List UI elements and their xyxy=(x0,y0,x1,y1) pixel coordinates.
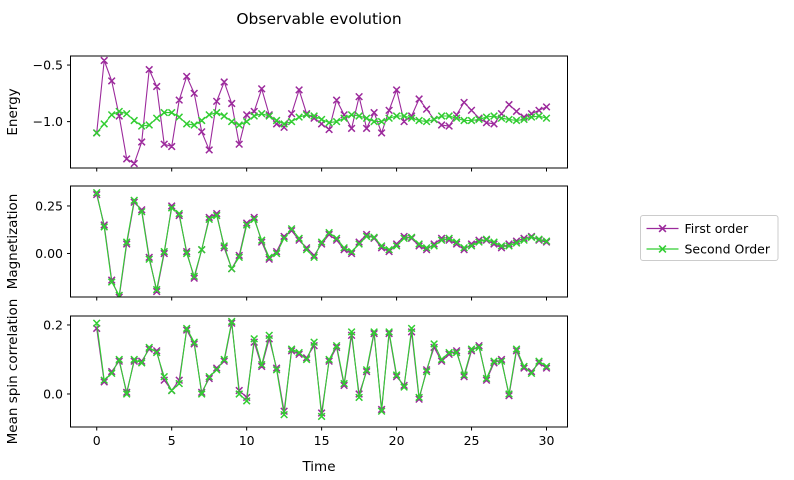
series-first-order xyxy=(92,190,551,297)
axes-frame xyxy=(70,55,568,169)
series-x-markers-first-order xyxy=(92,56,551,168)
x-tick-label: 30 xyxy=(539,433,555,448)
axes-frame xyxy=(70,185,568,298)
y-tick-label: −0.5 xyxy=(33,57,63,72)
y-ticks: −0.5 −1.0 xyxy=(33,57,71,129)
series-line-first-order xyxy=(96,194,547,297)
x-tick-label: 10 xyxy=(239,433,255,448)
series-line-first-order xyxy=(96,323,547,414)
series-second-order xyxy=(92,317,551,421)
legend-x-marker-second-order xyxy=(658,245,667,253)
series-x-markers-second-order xyxy=(92,188,551,297)
x-axis-label: Time xyxy=(301,459,335,475)
y-axis-label-mean-spin-correlation: Mean spin correlation xyxy=(5,299,21,445)
subplot-energy: −0.5 −1.0 xyxy=(33,55,568,172)
x-tick-label: 15 xyxy=(314,433,330,448)
series-line-second-order xyxy=(96,321,547,417)
legend-label-second-order: Second Order xyxy=(685,241,771,256)
y-tick-label: 0.0 xyxy=(43,386,63,401)
series-second-order xyxy=(92,188,551,297)
axes-frame xyxy=(70,315,568,428)
subplot-magnetization: 0.25 0.00 xyxy=(35,185,568,301)
x-tick-label: 20 xyxy=(389,433,405,448)
series-x-markers-first-order xyxy=(92,190,551,297)
y-tick-label: 0.2 xyxy=(43,317,63,332)
y-tick-label: −1.0 xyxy=(33,114,63,129)
legend-x-marker-first-order xyxy=(658,224,667,233)
series-line-second-order xyxy=(96,110,547,134)
legend-entry-second-order: Second Order xyxy=(646,241,771,256)
y-tick-label: 0.00 xyxy=(35,246,63,261)
x-ticks xyxy=(96,168,548,172)
legend: First order Second Order xyxy=(640,215,779,261)
x-ticks xyxy=(96,297,548,301)
x-tick-label: 0 xyxy=(93,433,101,448)
series-first-order xyxy=(92,56,551,168)
series-second-order xyxy=(92,107,551,137)
axes-layer: −0.5 −1.0 0.25 0.00 0 5 10 15 20 25 30 0.2 0.0 xyxy=(33,55,568,448)
y-ticks: 0.2 0.0 xyxy=(43,317,71,401)
chart-title: Observable evolution xyxy=(236,10,401,28)
legend-entry-first-order: First order xyxy=(646,221,749,236)
series-x-markers-second-order xyxy=(92,317,551,421)
subplot-mean-spin-correlation: 0 5 10 15 20 25 30 0.2 0.0 xyxy=(43,315,568,448)
legend-label-first-order: First order xyxy=(685,221,749,236)
x-tick-label: 25 xyxy=(464,433,480,448)
series-x-markers-second-order xyxy=(92,107,551,137)
x-tick-label: 5 xyxy=(168,433,176,448)
y-ticks: 0.25 0.00 xyxy=(35,198,71,261)
y-axis-label-magnetization: Magnetization xyxy=(5,194,21,290)
x-ticks: 0 5 10 15 20 25 30 xyxy=(93,427,555,448)
y-tick-label: 0.25 xyxy=(35,198,63,213)
y-axis-label-energy: Energy xyxy=(5,88,21,135)
